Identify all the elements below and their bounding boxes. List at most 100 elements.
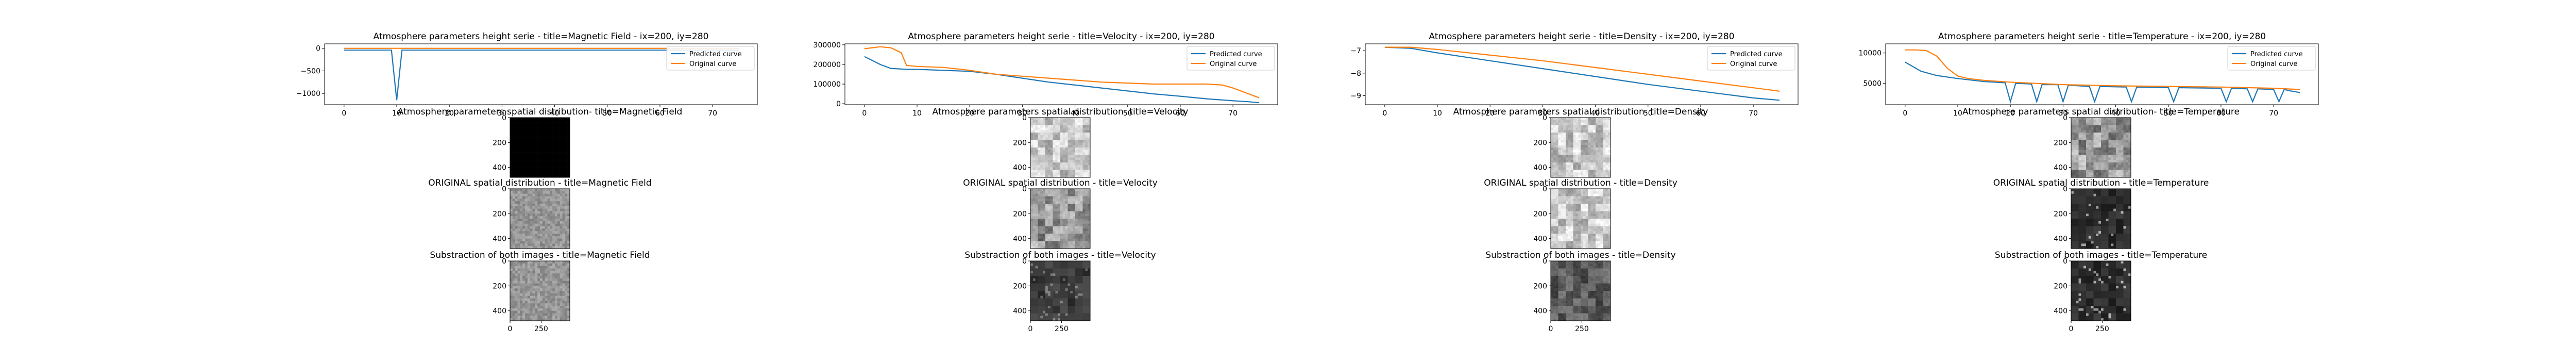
image-pixel	[1561, 125, 1564, 128]
image-pixel	[1600, 162, 1603, 166]
image-pixel	[1043, 162, 1046, 166]
image-pixel	[1038, 271, 1041, 274]
image-pixel	[512, 313, 515, 316]
image-pixel	[1558, 199, 1561, 202]
x-tick-label: 50	[603, 109, 612, 118]
image-pixel	[1603, 223, 1606, 226]
image-pixel	[540, 313, 543, 316]
image-pixel	[1047, 308, 1050, 311]
x-tick-label: 20	[1485, 109, 1495, 118]
image-pixel	[1058, 189, 1061, 192]
image-pixel	[535, 278, 538, 281]
image-pixel	[1073, 246, 1076, 249]
image-panel-density-1: ORIGINAL spatial distribution - title=De…	[1484, 178, 1677, 249]
image-pixel	[1067, 293, 1071, 296]
image-pixel	[1030, 201, 1033, 204]
image-pixel	[567, 234, 570, 237]
image-pixel	[527, 122, 530, 125]
image-pixel	[1590, 127, 1594, 130]
image-pixel	[1578, 228, 1581, 232]
image-pixel	[1032, 170, 1036, 173]
image-pixel	[537, 296, 540, 299]
image-pixel	[1588, 246, 1591, 249]
image-pixel	[1588, 214, 1591, 217]
image-pixel	[547, 223, 550, 226]
image-pixel	[1035, 191, 1038, 194]
image-pixel	[1032, 236, 1036, 239]
image-pixel	[1088, 296, 1091, 299]
image-pixel	[1070, 301, 1073, 304]
image-pixel	[1608, 208, 1611, 211]
image-pixel	[1067, 165, 1071, 168]
image-pixel	[1082, 133, 1086, 136]
image-pixel	[1566, 133, 1569, 136]
image-pixel	[1058, 266, 1061, 269]
image-pixel	[1065, 206, 1068, 209]
image-pixel	[552, 199, 555, 202]
image-pixel	[1570, 243, 1573, 247]
image-pixel	[515, 155, 518, 158]
image-pixel	[1555, 214, 1558, 217]
image-pixel	[527, 238, 530, 241]
image-pixel	[1603, 189, 1606, 192]
image-pixel	[520, 316, 523, 319]
image-pixel	[515, 150, 518, 153]
image-pixel	[552, 263, 555, 266]
image-pixel	[1055, 201, 1058, 204]
image-pixel	[1067, 150, 1071, 153]
image-pixel	[1073, 160, 1076, 163]
image-pixel	[1596, 241, 1599, 244]
image-pixel	[1043, 306, 1046, 309]
image-pixel	[557, 193, 560, 196]
image-pixel	[1053, 283, 1056, 286]
image-pixel	[1060, 204, 1063, 207]
image-pixel	[1067, 157, 1071, 160]
image-pixel	[1038, 170, 1041, 173]
image-pixel	[1050, 206, 1053, 209]
image-pixel	[530, 268, 533, 271]
image-pixel	[545, 137, 548, 140]
image-pixel	[517, 206, 520, 209]
image-pixel	[1035, 133, 1038, 136]
image-pixel	[1062, 167, 1065, 170]
image-pixel	[1035, 219, 1038, 222]
image-pixel	[1553, 160, 1556, 163]
image-pixel	[1583, 193, 1586, 196]
image-pixel	[1085, 291, 1088, 294]
image-pixel	[525, 310, 528, 314]
image-pixel	[1585, 246, 1588, 249]
image-pixel	[1558, 125, 1561, 128]
image-pixel	[552, 157, 555, 160]
image-pixel	[522, 167, 526, 170]
image-pixel	[565, 306, 568, 309]
image-pixel	[1578, 127, 1581, 130]
image-pixel	[1070, 288, 1073, 291]
image-pixel	[512, 278, 515, 281]
image-pixel	[1030, 226, 1033, 229]
image-pixel	[1062, 316, 1065, 319]
image-pixel	[525, 278, 528, 281]
image-pixel	[1082, 214, 1086, 217]
image-pixel	[1067, 189, 1071, 192]
image-pixel	[520, 301, 523, 304]
image-pixel	[1603, 147, 1606, 151]
image-pixel	[1043, 313, 1046, 316]
image-pixel	[1038, 291, 1041, 294]
image-pixel	[1080, 122, 1083, 125]
image-y-tick-label: 400	[493, 164, 506, 172]
image-pixel	[1058, 318, 1061, 321]
image-pixel	[535, 214, 538, 217]
image-pixel	[1555, 140, 1558, 143]
image-pixel	[1060, 160, 1063, 163]
image-pixel	[1053, 150, 1056, 153]
image-pixel	[517, 226, 520, 229]
image-pixel	[1583, 231, 1586, 234]
image-pixel	[1563, 246, 1566, 249]
image-pixel	[550, 155, 553, 158]
image-pixel	[1568, 147, 1571, 151]
image-pixel	[1077, 160, 1080, 163]
image-pixel	[567, 231, 570, 234]
image-pixel	[1558, 137, 1561, 140]
image-pixel	[1573, 122, 1576, 125]
image-pixel	[520, 318, 523, 321]
